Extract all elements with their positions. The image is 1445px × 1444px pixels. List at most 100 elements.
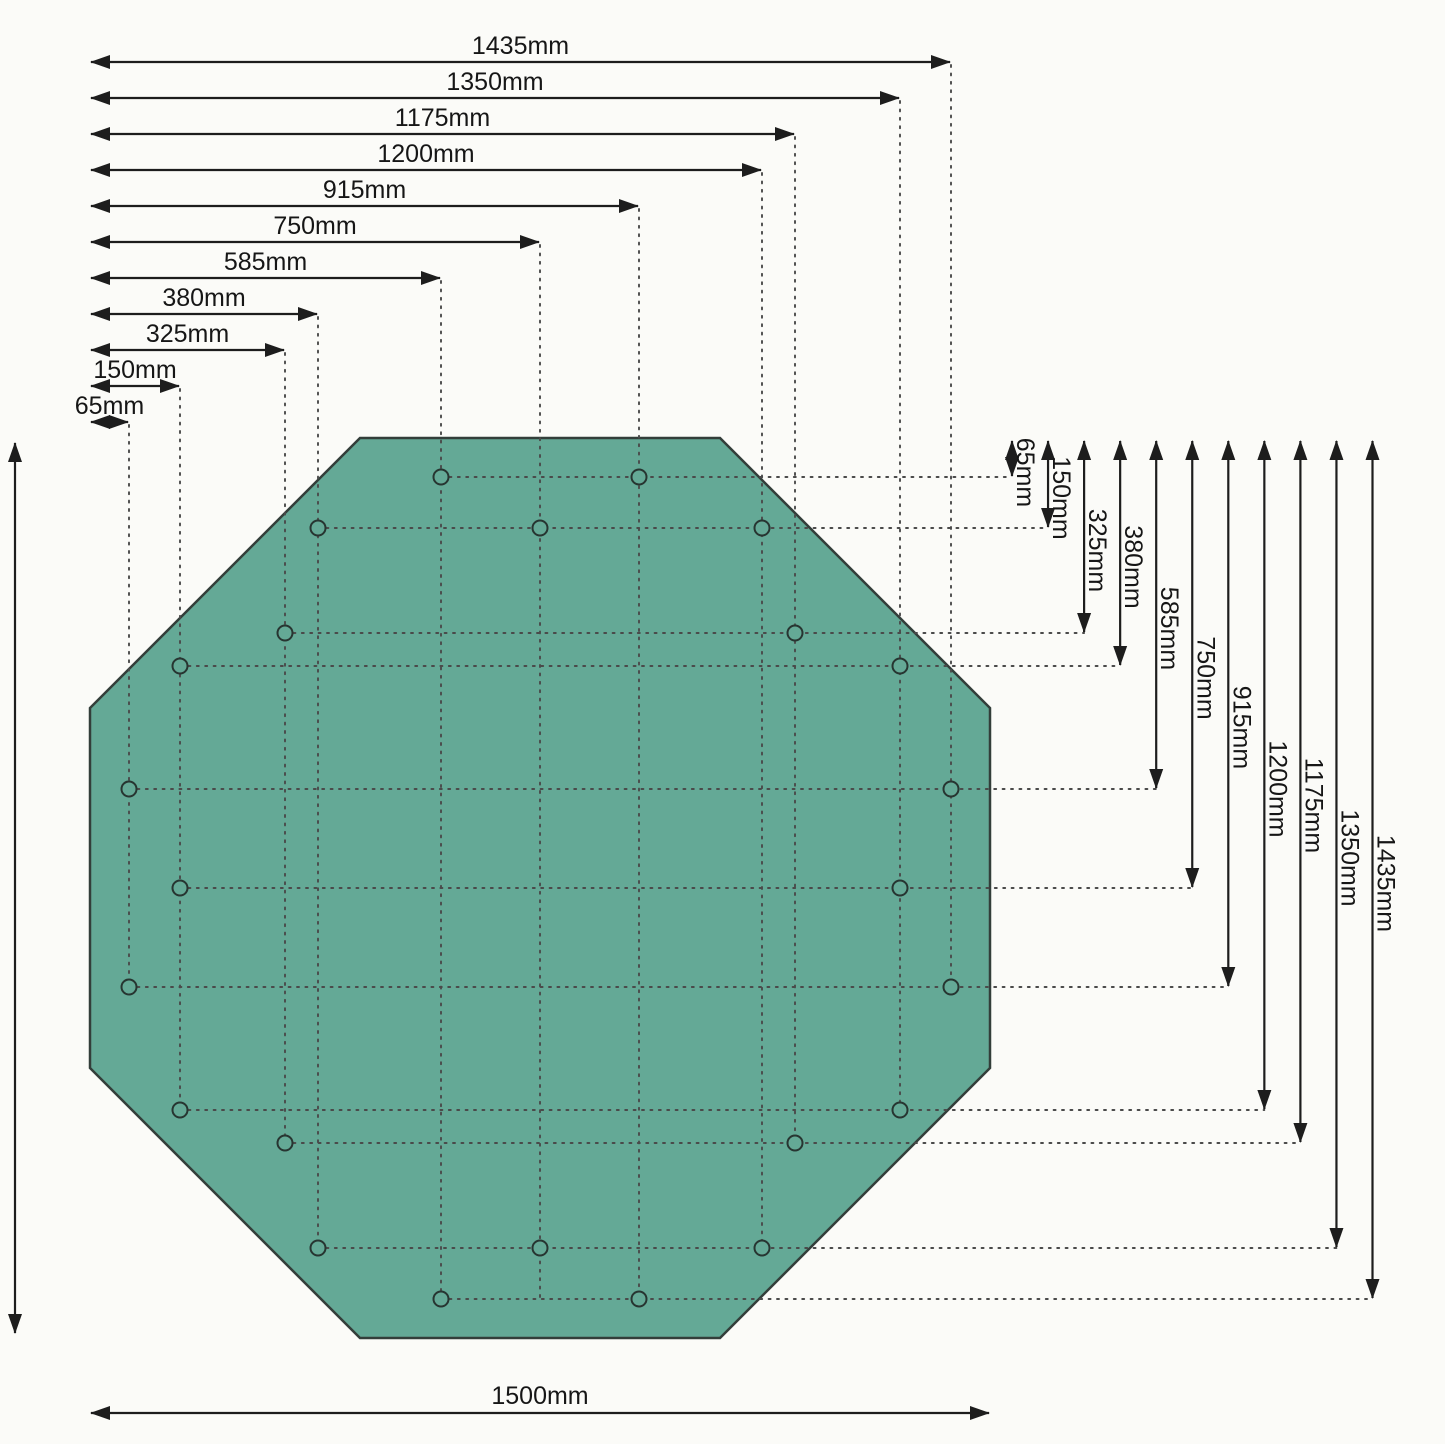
height-extent-arrow: [8, 442, 22, 1334]
dim-arrowhead: [265, 343, 285, 357]
dimension-top-1435mm: 1435mm: [90, 32, 951, 69]
dim-arrowhead: [931, 55, 951, 69]
hole: [276, 1134, 294, 1152]
hole: [891, 657, 909, 675]
hole: [753, 519, 771, 537]
dim-label-right-585mm: 585mm: [1155, 587, 1183, 670]
dim-arrowhead: [1005, 457, 1019, 477]
hole: [531, 1239, 549, 1257]
dim-arrowhead: [90, 379, 110, 393]
dim-label-top-915mm: 915mm: [323, 176, 406, 204]
dimension-top-1175mm: 1175mm: [90, 104, 795, 141]
dim-label-top-1200mm: 1200mm: [377, 140, 474, 168]
dim-label-top-1435mm: 1435mm: [472, 32, 569, 60]
dim-arrowhead: [1149, 440, 1164, 460]
dim-arrowhead: [1005, 440, 1019, 460]
hole: [942, 780, 960, 798]
dim-arrowhead: [8, 442, 22, 462]
dimension-right-65mm: 65mm: [1005, 438, 1039, 507]
dimension-top-325mm: 325mm: [90, 320, 285, 357]
hole: [309, 519, 327, 537]
dim-arrowhead: [1149, 769, 1164, 789]
hole: [786, 1134, 804, 1152]
dimension-bottom-1500mm: 1500mm: [90, 1382, 990, 1420]
dim-label-top-1350mm: 1350mm: [446, 68, 543, 96]
dim-label-bottom: 1500mm: [491, 1382, 588, 1410]
dim-arrowhead: [520, 235, 540, 249]
dim-arrowhead: [1257, 440, 1272, 460]
dim-arrowhead: [880, 91, 900, 105]
hole: [309, 1239, 327, 1257]
hole: [171, 879, 189, 897]
hole: [120, 978, 138, 996]
dim-arrowhead: [1221, 440, 1236, 460]
dim-label-top-325mm: 325mm: [146, 320, 229, 348]
dim-label-right-915mm: 915mm: [1227, 686, 1255, 769]
dimension-right-1350mm: 1350mm: [1329, 440, 1363, 1248]
dimension-right-750mm: 750mm: [1185, 440, 1219, 888]
dim-arrowhead: [775, 127, 795, 141]
dimension-top-915mm: 915mm: [90, 176, 639, 213]
dim-arrowhead: [1329, 440, 1344, 460]
dim-arrowhead: [90, 343, 110, 357]
dimension-right-325mm: 325mm: [1077, 440, 1111, 633]
dim-arrowhead: [1041, 440, 1056, 460]
dim-label-right-1350mm: 1350mm: [1335, 809, 1363, 906]
dim-arrowhead: [90, 91, 110, 105]
dim-arrowhead: [1365, 1279, 1380, 1299]
hole: [891, 1101, 909, 1119]
dim-arrowhead: [1113, 646, 1128, 666]
dim-label-top-750mm: 750mm: [273, 212, 356, 240]
dim-arrowhead: [1365, 440, 1380, 460]
hole: [120, 780, 138, 798]
hole: [171, 657, 189, 675]
dim-arrowhead: [1293, 1123, 1308, 1143]
dim-label-right-1435mm: 1435mm: [1372, 835, 1400, 932]
dim-label-right-380mm: 380mm: [1119, 525, 1147, 608]
dim-arrowhead: [109, 415, 129, 429]
dim-arrowhead: [742, 163, 762, 177]
dimension-top-750mm: 750mm: [90, 212, 540, 249]
dim-arrowhead: [90, 307, 110, 321]
dim-arrowhead: [90, 415, 110, 429]
dimension-right-380mm: 380mm: [1113, 440, 1147, 666]
dim-arrowhead: [90, 163, 110, 177]
dim-arrowhead: [1221, 967, 1236, 987]
dim-arrowhead: [619, 199, 639, 213]
hole: [942, 978, 960, 996]
dim-arrowhead: [1077, 613, 1092, 633]
octagon-plate: [88, 436, 992, 1340]
dim-label-right-1175mm: 1175mm: [1299, 758, 1327, 853]
dim-arrowhead: [1185, 868, 1200, 888]
dim-label-right-1200mm: 1200mm: [1263, 740, 1291, 837]
dimension-top-65mm: 65mm: [75, 392, 144, 429]
dim-label-top-380mm: 380mm: [162, 284, 245, 312]
dimension-top-585mm: 585mm: [90, 248, 441, 285]
dim-arrowhead: [1329, 1228, 1344, 1248]
dim-label-right-325mm: 325mm: [1083, 509, 1111, 592]
hole: [531, 519, 549, 537]
dim-arrowhead: [90, 271, 110, 285]
dim-arrowhead: [1293, 440, 1308, 460]
dim-arrowhead: [90, 235, 110, 249]
dimension-right-1435mm: 1435mm: [1365, 440, 1400, 1299]
dim-arrowhead: [298, 307, 318, 321]
dim-arrowhead: [1185, 440, 1200, 460]
dim-arrowhead: [970, 1406, 990, 1420]
dim-label-top-65mm: 65mm: [75, 392, 144, 420]
dimension-right-915mm: 915mm: [1221, 440, 1255, 987]
dim-arrowhead: [421, 271, 441, 285]
dim-arrowhead: [90, 127, 110, 141]
dim-label-top-1175mm: 1175mm: [395, 104, 490, 132]
hole-group: [120, 468, 960, 1308]
dim-label-right-65mm: 65mm: [1011, 438, 1039, 507]
dimension-right-1200mm: 1200mm: [1257, 440, 1291, 1110]
dim-arrowhead: [1113, 440, 1128, 460]
dim-arrowhead: [1257, 1090, 1272, 1110]
dimension-top-150mm: 150mm: [90, 356, 180, 393]
hole: [432, 1290, 450, 1308]
hole: [630, 1290, 648, 1308]
hole: [276, 624, 294, 642]
